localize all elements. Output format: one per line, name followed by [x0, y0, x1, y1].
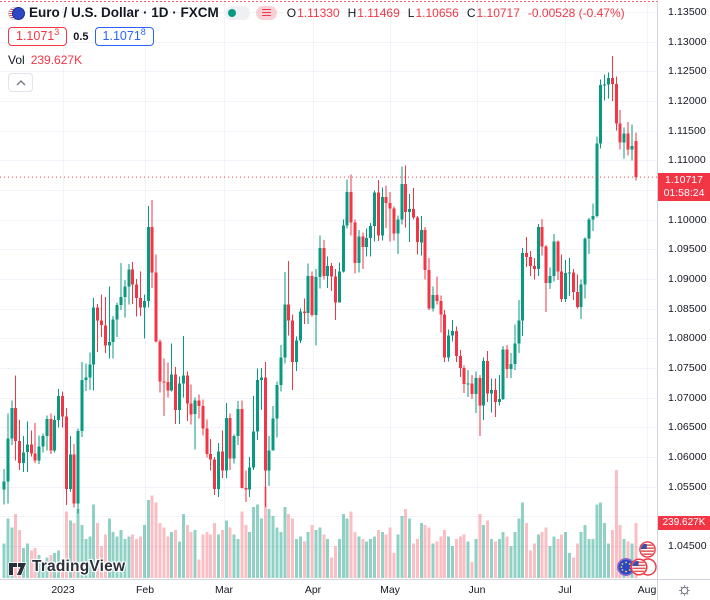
time-axis[interactable]: 2023 Feb Mar Apr May Jun Jul Aug [0, 580, 657, 600]
price-axis-label: 1.06000 [668, 451, 707, 463]
time-axis-label: May [380, 584, 400, 596]
market-status-icon[interactable] [224, 5, 250, 20]
price-axis-label: 1.13500 [668, 6, 707, 18]
bar-close-countdown: 01:58:24 [663, 187, 705, 200]
current-price-tag: 1.10717 01:58:24 [658, 173, 710, 202]
legend-title-row: Euro / U.S. Dollar · 1D · FXCM O 1.11330 … [8, 5, 625, 20]
symbol-pair-logo-icon [8, 6, 25, 20]
close-label: C [466, 5, 476, 20]
price-axis[interactable]: 1.13500 1.13000 1.12500 1.12000 1.11500 1.110… [657, 0, 710, 579]
candlestick-chart[interactable] [0, 0, 657, 579]
volume-indicator-value: 239.627K [30, 53, 83, 67]
spread-value: 0.5 [73, 30, 89, 43]
price-axis-label: 1.13000 [668, 35, 707, 48]
volume-bars [2, 470, 638, 578]
price-axis-label: 1.11000 [668, 154, 706, 167]
chart-legend: Euro / U.S. Dollar · 1D · FXCM O 1.11330 … [8, 5, 625, 92]
high-label: H [347, 5, 357, 20]
symbol-title[interactable]: Euro / U.S. Dollar · 1D · FXCM [29, 5, 219, 20]
current-price-value: 1.10717 [665, 174, 703, 187]
price-axis-label: 1.12500 [668, 65, 707, 78]
axis-corner [657, 580, 710, 600]
tradingview-branding[interactable]: TradingView [8, 558, 125, 576]
bid-ask-row: 1.10713 0.5 1.10718 [8, 27, 625, 46]
price-axis-label: 1.06500 [668, 421, 707, 434]
time-axis-label: Feb [135, 584, 155, 596]
tradingview-logo-icon [8, 561, 27, 576]
price-axis-label: 1.05500 [668, 480, 707, 493]
time-axis-label: Aug [637, 584, 657, 596]
low-value: 1.10656 [415, 5, 459, 20]
time-axis-label: 2023 [51, 584, 75, 596]
high-value: 1.11469 [357, 5, 400, 20]
buy-ask-button[interactable]: 1.10718 [94, 26, 154, 46]
sell-bid-button[interactable]: 1.10713 [8, 26, 68, 46]
open-label: O [286, 5, 297, 20]
price-axis-label: 1.10000 [668, 213, 707, 226]
price-axis-label: 1.09500 [668, 243, 707, 256]
chevron-up-icon [16, 79, 25, 85]
price-axis-label: 1.04500 [668, 540, 707, 552]
change-value: -0.00528 (-0.47%) [527, 5, 625, 20]
price-axis-label: 1.08500 [668, 302, 707, 315]
candles [2, 55, 638, 514]
tradingview-logo-text: TradingView [32, 558, 126, 575]
price-axis-label: 1.11500 [668, 124, 706, 137]
open-value: 1.11330 [297, 5, 340, 20]
chart-pane[interactable]: Euro / U.S. Dollar · 1D · FXCM O 1.11330 … [0, 0, 657, 579]
settings-gear-icon[interactable] [678, 584, 691, 597]
economic-event-eu-us-flags[interactable] [617, 557, 657, 577]
time-axis-label: Jul [558, 584, 572, 596]
price-axis-label: 1.09000 [668, 273, 707, 285]
current-volume-tag: 239.627K [658, 516, 710, 531]
legend-collapse-button[interactable] [8, 73, 33, 92]
ask-pip-digit: 8 [140, 26, 146, 37]
economic-event-us-flag-icon[interactable] [639, 541, 656, 558]
time-axis-label: Mar [214, 584, 234, 596]
price-axis-label: 1.07000 [668, 391, 707, 404]
price-axis-label: 1.08000 [668, 332, 707, 345]
bid-pip-digit: 3 [54, 26, 60, 37]
chart-and-price-axis: Euro / U.S. Dollar · 1D · FXCM O 1.11330 … [0, 0, 710, 579]
time-axis-label: Apr [304, 584, 322, 596]
price-axis-label: 1.07500 [668, 362, 707, 374]
ohlc-readout: O 1.11330 H 1.11469 L 1.10656 C 1.10717 -0.0… [287, 6, 625, 20]
low-label: L [407, 5, 415, 20]
close-value: 1.10717 [476, 5, 520, 20]
us-flag-icon [630, 558, 648, 576]
volume-indicator-label[interactable]: Vol [8, 53, 25, 67]
time-axis-label: Jun [468, 584, 486, 596]
news-highlights-icon[interactable] [255, 5, 277, 20]
volume-indicator-row: Vol 239.627K [8, 53, 625, 67]
time-axis-row: 2023 Feb Mar Apr May Jun Jul Aug [0, 579, 710, 600]
price-axis-label: 1.12000 [668, 95, 707, 107]
